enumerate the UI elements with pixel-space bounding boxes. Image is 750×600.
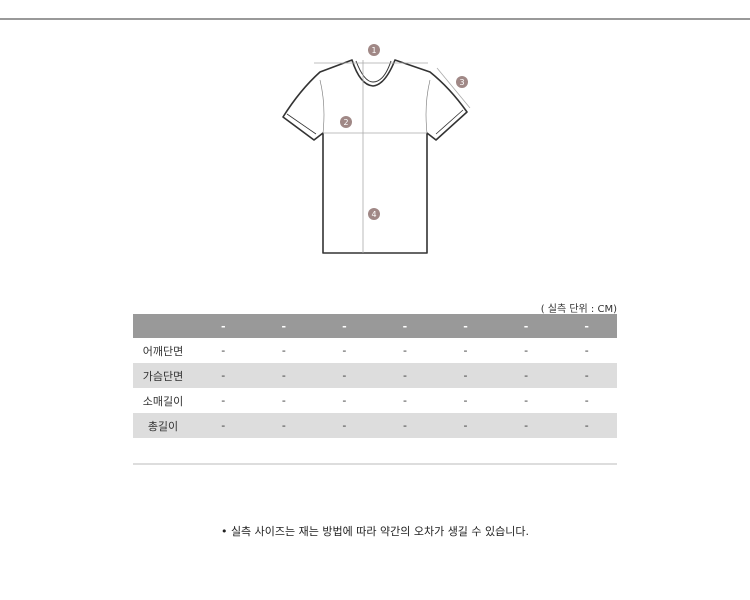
table-cell: -	[342, 394, 347, 407]
row-label: 소매길이	[142, 394, 184, 408]
table-row: 소매길이 - - - - - - -	[133, 388, 617, 413]
tshirt-measurement-diagram: 1 2 3 4	[282, 44, 471, 254]
table-row: 어깨단면 - - - - - - -	[133, 338, 617, 363]
table-cell: -	[253, 413, 315, 438]
marker-4-label: 4	[371, 210, 376, 219]
bottom-divider	[133, 463, 617, 465]
measurement-note: • 실측 사이즈는 재는 방법에 따라 약간의 오차가 생길 수 있습니다.	[220, 525, 530, 538]
top-divider	[0, 18, 750, 20]
table-cell: -	[584, 344, 589, 357]
table-cell: -	[524, 394, 529, 407]
unit-label: ( 실측 단위 : CM)	[540, 304, 617, 315]
header-cell: -	[374, 314, 436, 338]
row-label: 어깨단면	[142, 344, 184, 358]
marker-1-label: 1	[371, 46, 376, 55]
table-cell: -	[556, 363, 617, 388]
table-cell: -	[435, 413, 496, 438]
header-cell: -	[193, 314, 254, 338]
header-cell: -	[314, 314, 375, 338]
table-cell: -	[221, 394, 226, 407]
table-cell: -	[281, 394, 286, 407]
table-cell: -	[281, 344, 286, 357]
marker-4	[368, 208, 380, 220]
header-cell: -	[253, 314, 315, 338]
table-cell: -	[374, 413, 436, 438]
table-cell: -	[463, 344, 468, 357]
marker-2-label: 2	[343, 118, 348, 127]
table-cell: -	[342, 344, 347, 357]
table-cell: -	[193, 413, 254, 438]
table-row: 총길이 - - - - - - -	[133, 413, 617, 438]
table-cell: -	[193, 363, 254, 388]
table-cell: -	[221, 344, 226, 357]
table-cell: -	[435, 363, 496, 388]
table-cell: -	[314, 413, 375, 438]
table-cell: -	[584, 394, 589, 407]
size-table: - - - - - - - 어깨단면 - - - - - - - 가슴단면 - - - - - - - 소매길이…	[133, 314, 617, 438]
header-cell	[133, 314, 193, 338]
marker-3	[456, 76, 468, 88]
table-cell: -	[556, 413, 617, 438]
marker-2	[340, 116, 352, 128]
table-cell: -	[463, 394, 468, 407]
table-row: 가슴단면 - - - - - - -	[133, 363, 617, 388]
shirt-outline	[282, 59, 468, 254]
table-cell: -	[524, 344, 529, 357]
table-header-row: - - - - - - -	[133, 314, 617, 338]
table-cell: -	[253, 363, 315, 388]
marker-1	[368, 44, 380, 56]
row-label: 총길이	[133, 413, 193, 438]
table-cell: -	[402, 344, 407, 357]
table-cell: -	[314, 363, 375, 388]
marker-3-label: 3	[459, 78, 464, 87]
table-cell: -	[374, 363, 436, 388]
row-label: 가슴단면	[133, 363, 193, 388]
header-cell: -	[495, 314, 557, 338]
table-cell: -	[495, 363, 557, 388]
header-cell: -	[435, 314, 496, 338]
table-cell: -	[495, 413, 557, 438]
header-cell: -	[556, 314, 617, 338]
table-cell: -	[402, 394, 407, 407]
